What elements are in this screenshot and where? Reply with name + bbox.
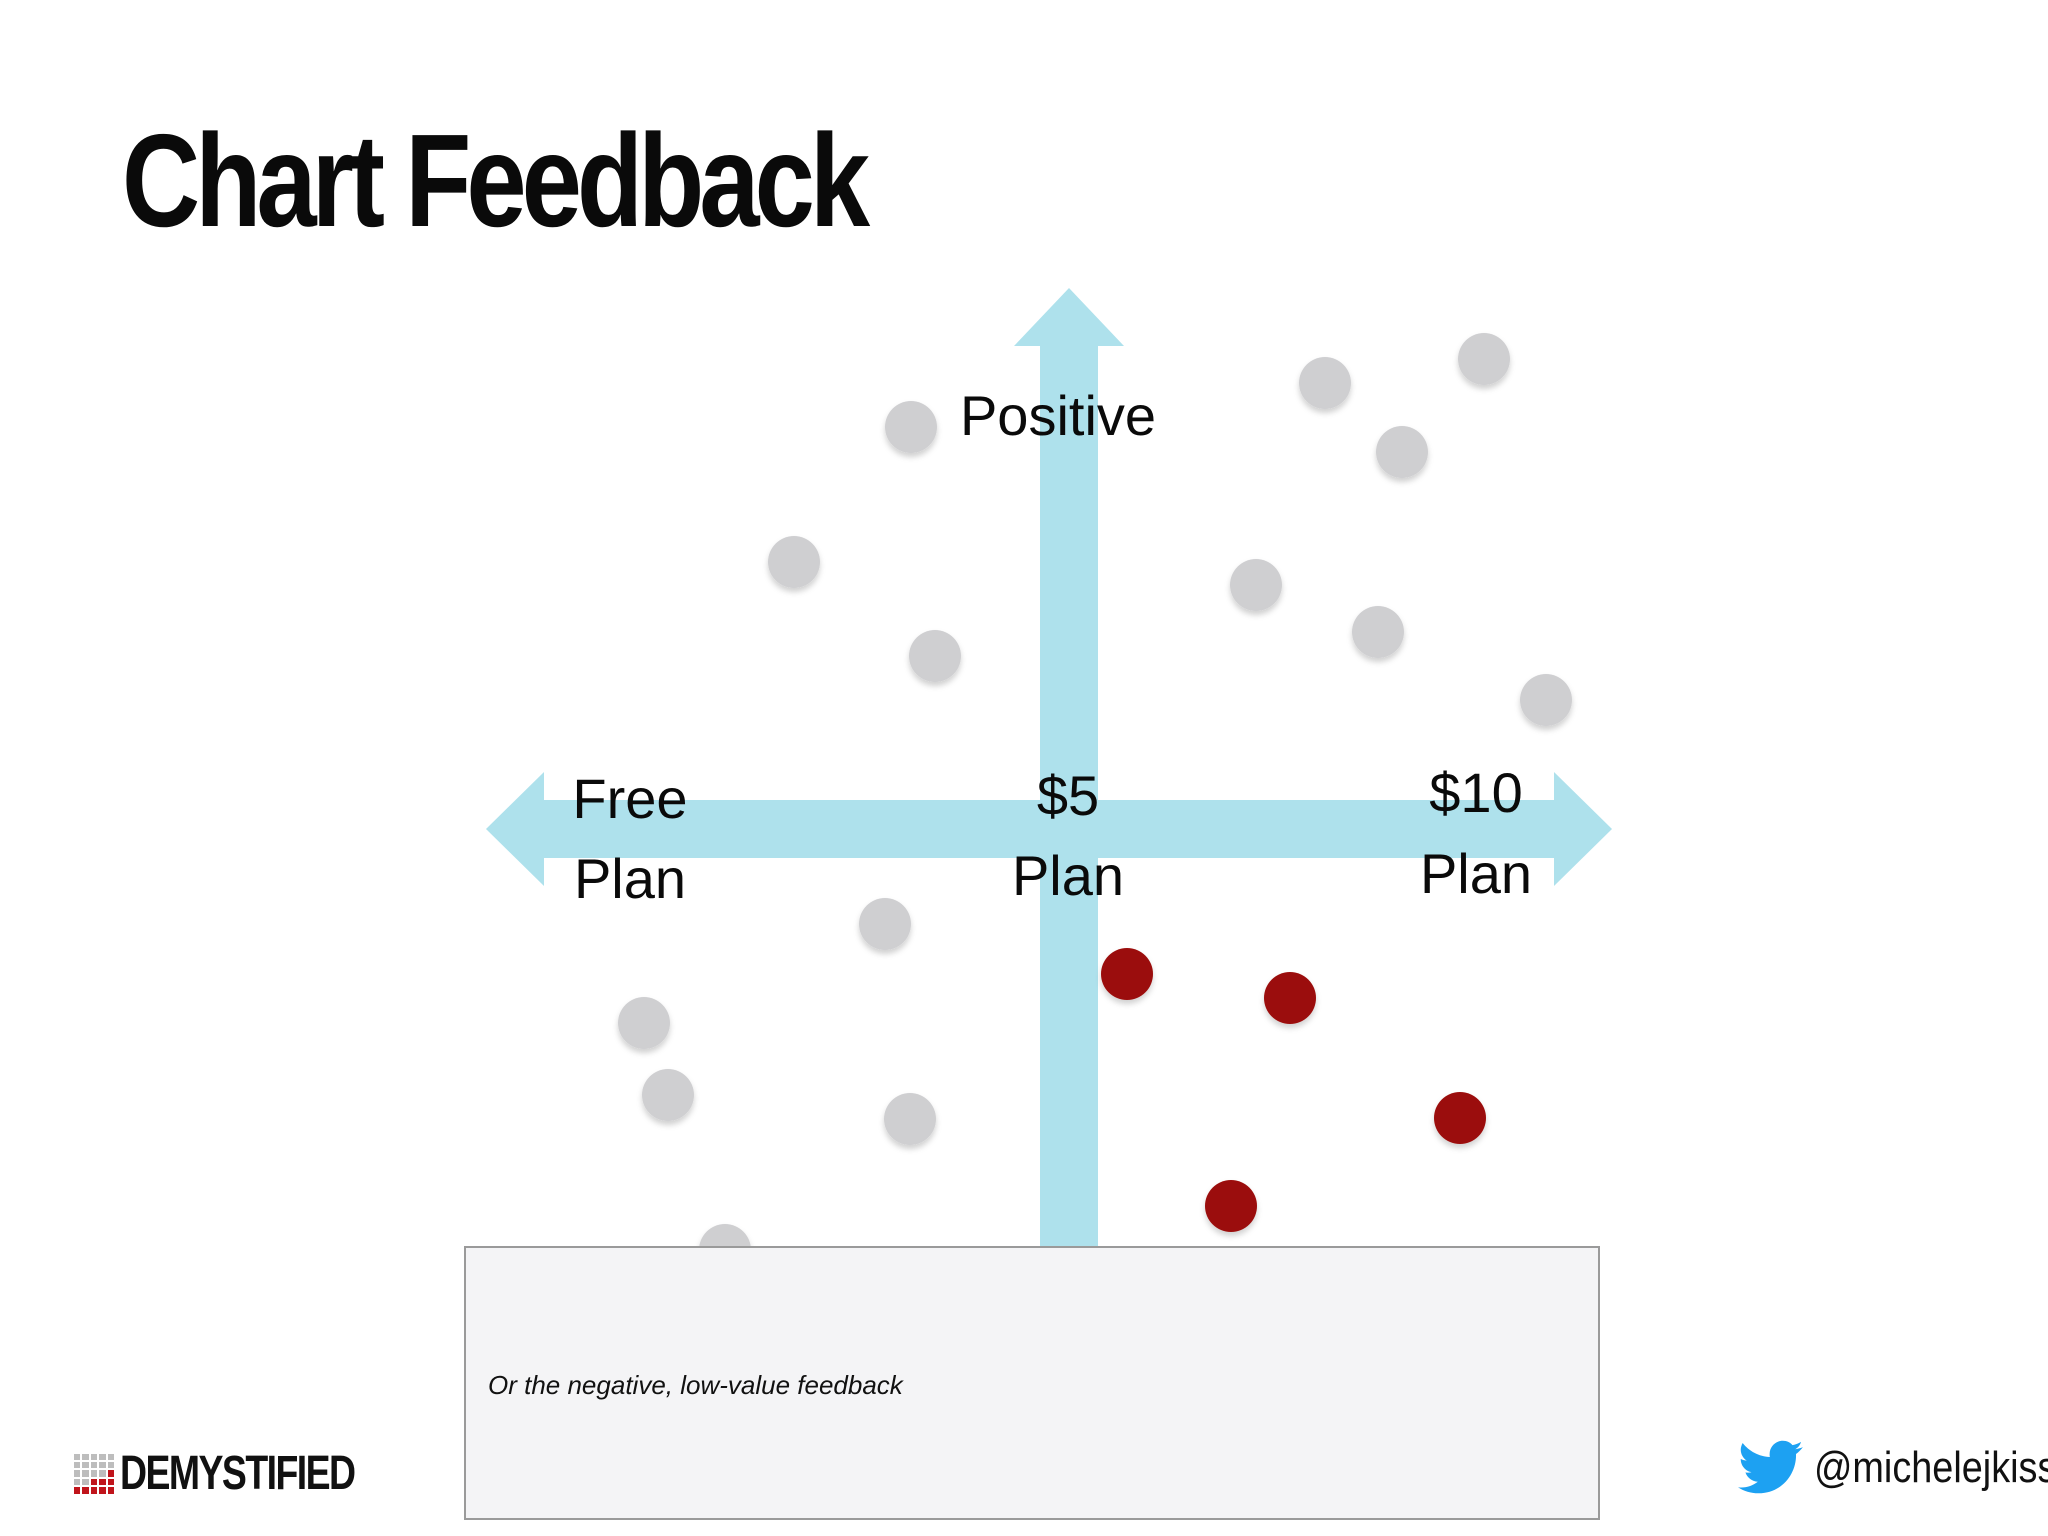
negative-feedback-dot: [1434, 1092, 1486, 1144]
feedback-dot: [768, 536, 820, 588]
feedback-dot: [1376, 426, 1428, 478]
feedback-dot: [1352, 606, 1404, 658]
five-plan-label-line2: Plan: [1012, 844, 1124, 907]
horizontal-axis-shaft: [538, 800, 1558, 858]
speaker-notes-panel[interactable]: Or the negative, low-value feedback: [464, 1246, 1600, 1520]
left-axis-head: [486, 772, 544, 886]
negative-feedback-dot: [1264, 972, 1316, 1024]
ten-plan-label-line2: Plan: [1420, 842, 1532, 905]
feedback-dot: [1230, 559, 1282, 611]
twitter-bird-icon: [1738, 1440, 1803, 1494]
vertical-axis-head: [1014, 288, 1124, 346]
feedback-dot: [1299, 357, 1351, 409]
twitter-handle: @michelejkiss: [1738, 1440, 2048, 1496]
feedback-dot: [618, 997, 670, 1049]
free-plan-label-line1: Free: [572, 767, 687, 830]
ten-plan-label-line1: $10: [1429, 761, 1522, 824]
feedback-dot: [1458, 333, 1510, 385]
brand-logo: DEMYSTIFIED: [74, 1446, 421, 1501]
negative-feedback-dot: [1101, 948, 1153, 1000]
feedback-dot: [1520, 674, 1572, 726]
feedback-dot: [642, 1069, 694, 1121]
brand-name: DEMYSTIFIED: [120, 1447, 356, 1500]
vertical-axis-shaft: [1040, 342, 1098, 1250]
twitter-handle-text: @michelejkiss: [1814, 1443, 2048, 1492]
horizontal-axis-arrow: [486, 772, 1612, 886]
negative-feedback-dot: [1205, 1180, 1257, 1232]
right-axis-head: [1554, 772, 1612, 886]
negative-dots: [1101, 948, 1486, 1232]
page-title: Chart Feedback: [122, 107, 870, 254]
vertical-axis-arrow: [1014, 288, 1124, 1250]
feedback-dot: [885, 401, 937, 453]
speaker-notes-text: Or the negative, low-value feedback: [488, 1370, 903, 1400]
five-plan-label-line1: $5: [1037, 764, 1099, 827]
positive-label: Positive: [960, 384, 1156, 447]
feedback-dot: [859, 898, 911, 950]
brand-grid-icon: [74, 1453, 114, 1494]
free-plan-label-line2: Plan: [574, 847, 686, 910]
feedback-dot: [884, 1093, 936, 1145]
feedback-dot: [909, 630, 961, 682]
